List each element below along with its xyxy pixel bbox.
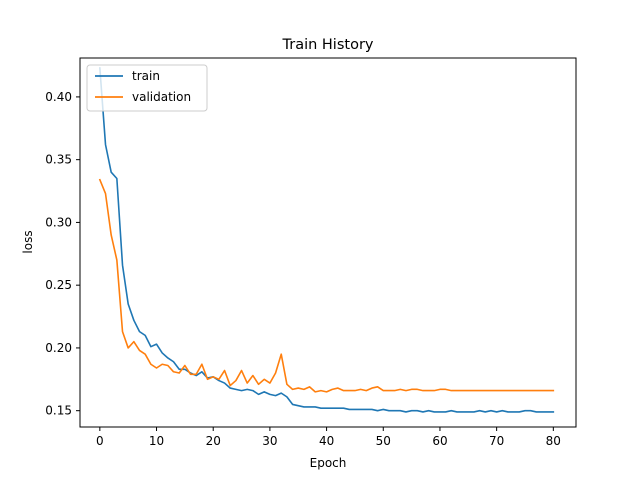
x-axis-label: Epoch xyxy=(310,456,347,470)
y-tick-label: 0.15 xyxy=(45,404,72,418)
y-axis: 0.15 0.20 0.25 0.30 0.35 0.40 xyxy=(45,90,80,418)
y-tick-label: 0.35 xyxy=(45,153,72,167)
y-axis-label: loss xyxy=(21,230,35,253)
x-tick-label: 50 xyxy=(376,434,391,448)
chart-title: Train History xyxy=(282,37,374,53)
plot-area xyxy=(80,58,576,427)
x-tick-label: 80 xyxy=(546,434,561,448)
series-layer xyxy=(98,67,555,413)
series-line-train xyxy=(98,67,555,413)
y-tick-label: 0.25 xyxy=(45,278,72,292)
x-tick-label: 60 xyxy=(432,434,447,448)
x-axis: 0 10 20 30 40 50 60 70 80 xyxy=(96,427,561,448)
x-tick-label: 0 xyxy=(96,434,104,448)
x-tick-label: 70 xyxy=(489,434,504,448)
legend-train-label: train xyxy=(132,69,160,83)
x-tick-label: 30 xyxy=(262,434,277,448)
legend: train validation xyxy=(86,64,208,112)
series-line-validation xyxy=(98,178,555,393)
y-tick-label: 0.20 xyxy=(45,341,72,355)
x-tick-label: 20 xyxy=(206,434,221,448)
x-tick-label: 40 xyxy=(319,434,334,448)
x-tick-label: 10 xyxy=(149,434,164,448)
y-tick-label: 0.40 xyxy=(45,90,72,104)
plot-frame xyxy=(79,57,577,428)
legend-validation-label: validation xyxy=(132,90,191,104)
y-tick-label: 0.30 xyxy=(45,215,72,229)
